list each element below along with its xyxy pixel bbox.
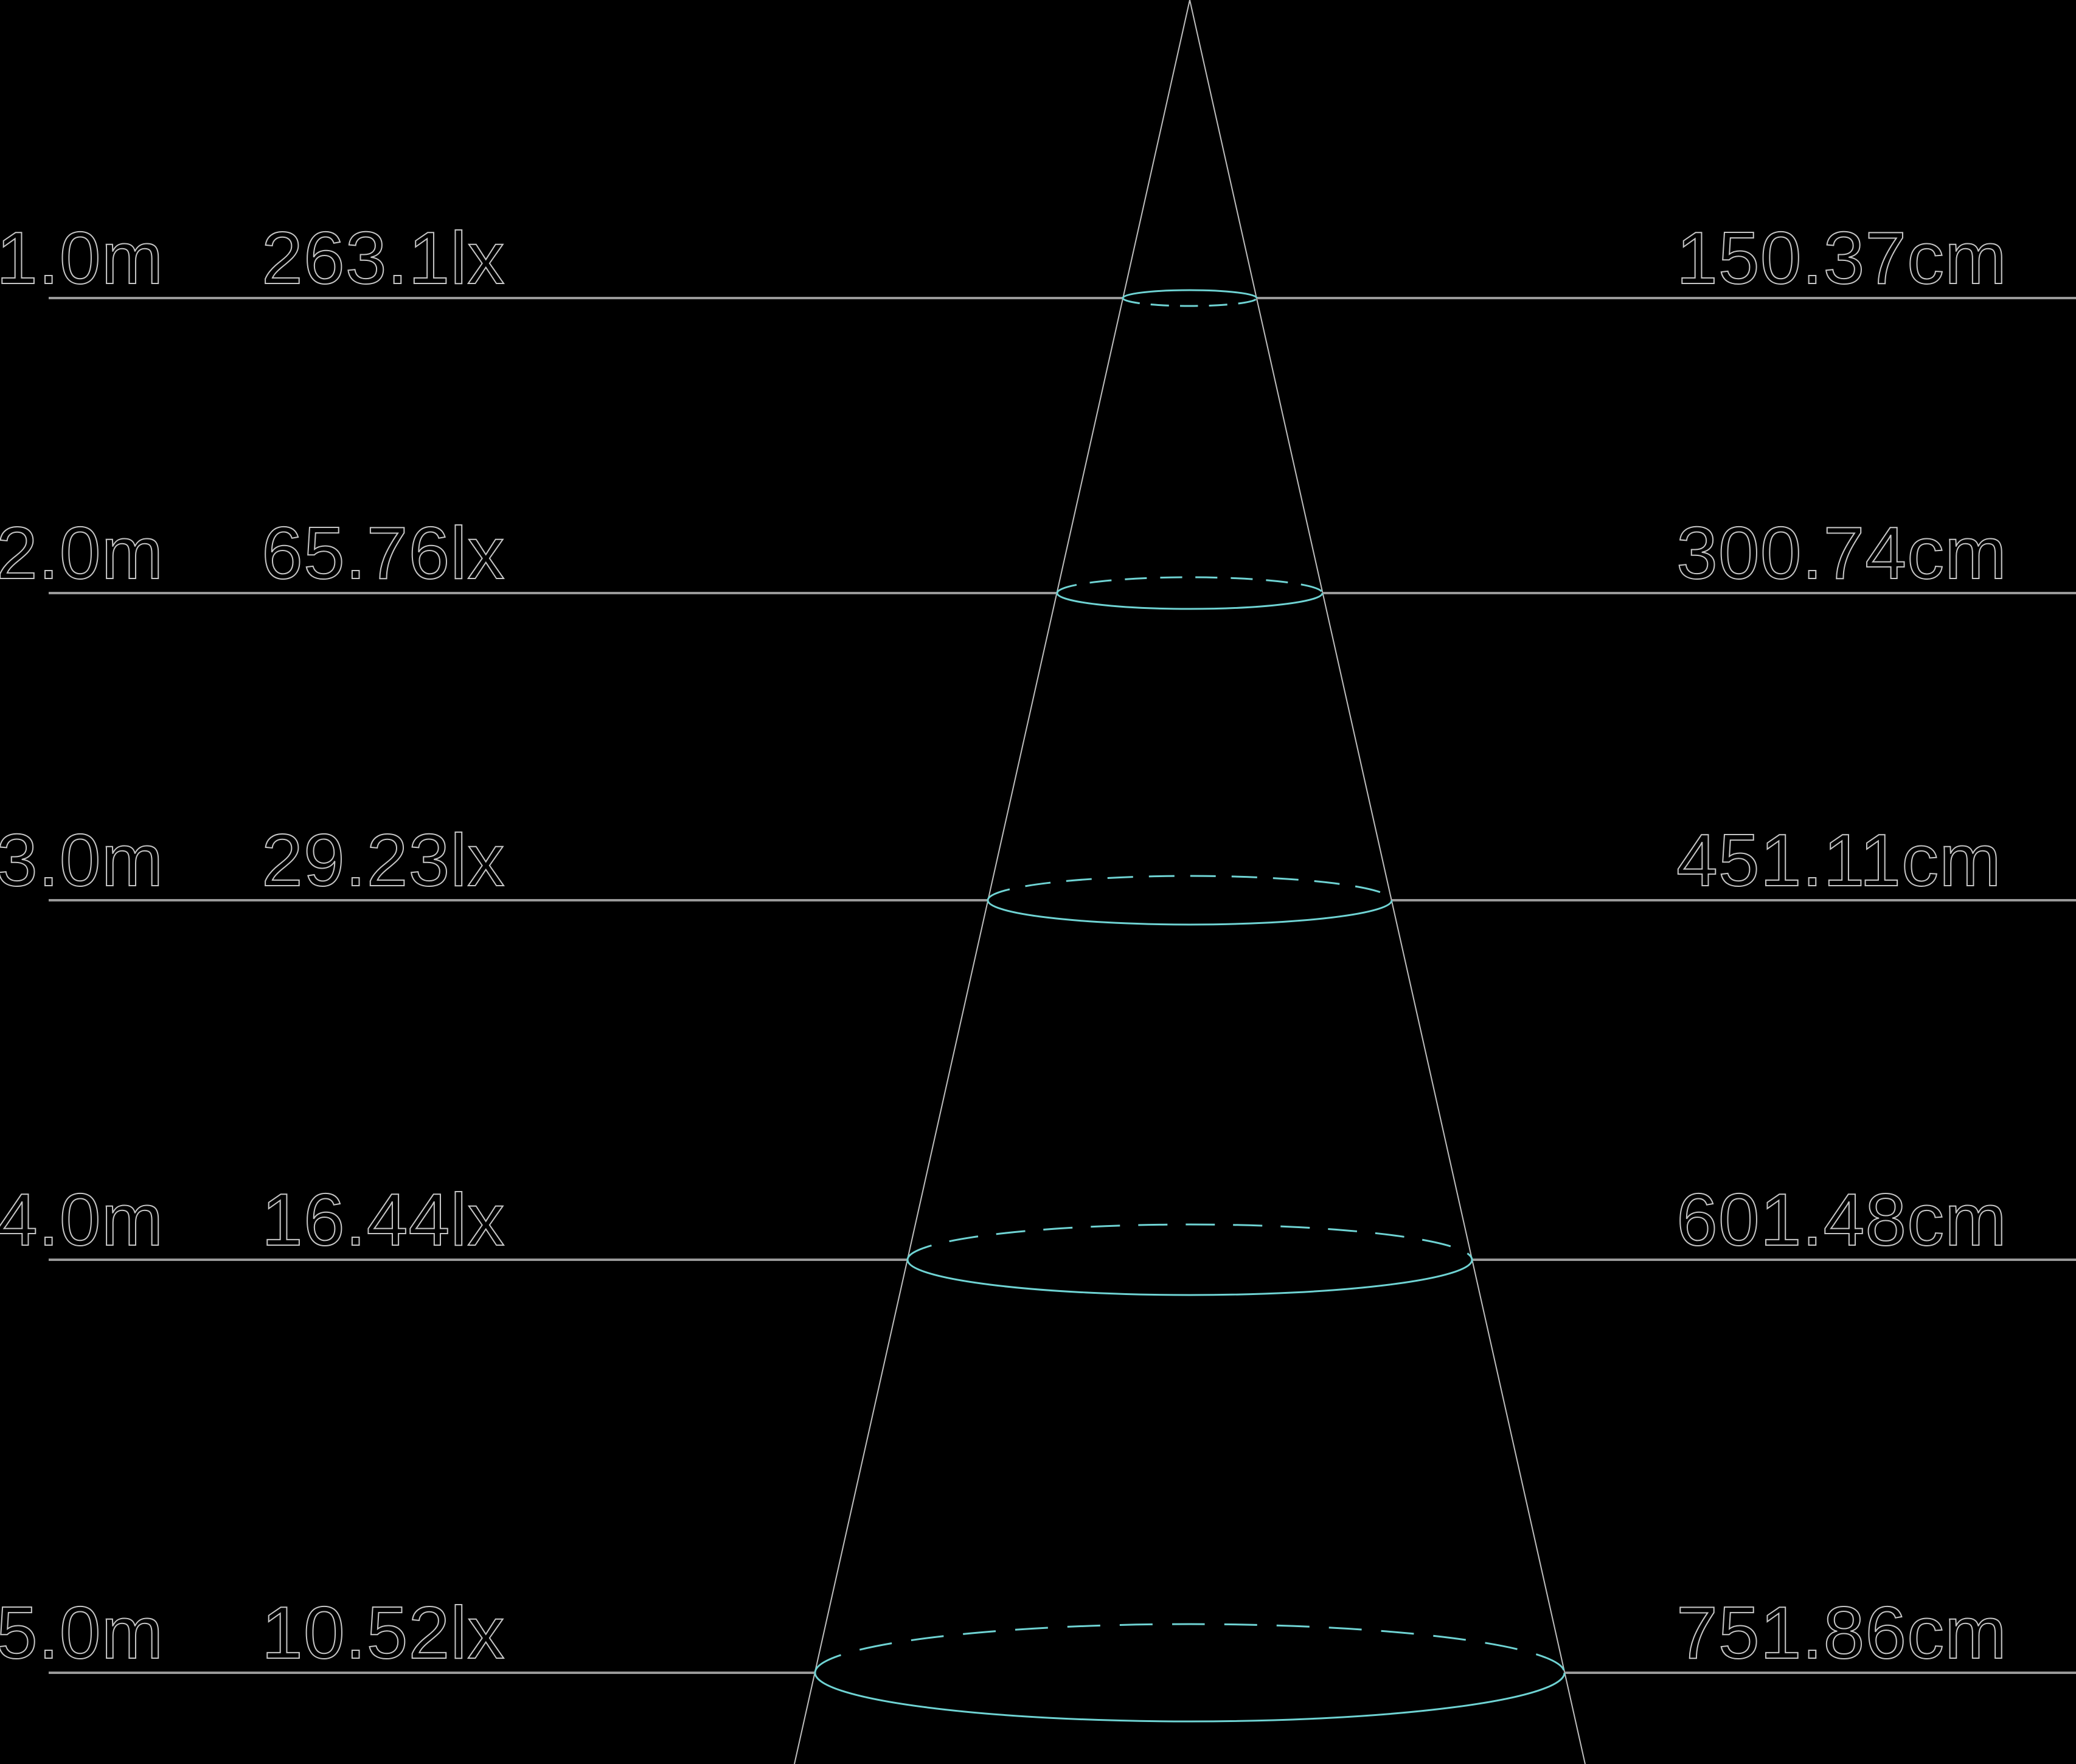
- illuminance-label: 16.44lx: [262, 1178, 505, 1261]
- beam-ellipse-back-arc: [1122, 289, 1258, 299]
- illuminance-label: 10.52lx: [262, 1591, 505, 1674]
- beam-diameter-label: 300.74cm: [1676, 512, 2007, 594]
- beam-ellipse-front-arc: [814, 1672, 1566, 1723]
- beam-ellipse-front-arc: [1122, 297, 1258, 307]
- illuminance-label: 263.1lx: [262, 217, 505, 299]
- beam-diameter-label: 601.48cm: [1676, 1178, 2007, 1261]
- beam-ellipse-back-arc: [1056, 576, 1324, 594]
- distance-label: 2.0m: [0, 512, 164, 594]
- cone-edge-left: [794, 0, 1190, 1764]
- beam-ellipse-front-arc: [987, 900, 1393, 926]
- cone-edge-right: [1189, 0, 1586, 1764]
- beam-diameter-label: 751.86cm: [1676, 1591, 2007, 1674]
- distance-label: 3.0m: [0, 819, 164, 901]
- beam-diameter-label: 150.37cm: [1676, 217, 2007, 299]
- beam-ellipse-back-arc: [906, 1223, 1473, 1260]
- beam-ellipse-front-arc: [1056, 592, 1324, 610]
- distance-label: 5.0m: [0, 1591, 164, 1674]
- beam-diameter-label: 451.11cm: [1676, 819, 2002, 901]
- beam-ellipse-back-arc: [814, 1623, 1566, 1673]
- illuminance-label: 29.23lx: [262, 819, 505, 901]
- beam-ellipse-back-arc: [987, 875, 1393, 901]
- distance-label: 1.0m: [0, 217, 164, 299]
- illuminance-label: 65.76lx: [262, 512, 505, 594]
- beam-ellipse-front-arc: [906, 1259, 1473, 1296]
- distance-label: 4.0m: [0, 1178, 164, 1261]
